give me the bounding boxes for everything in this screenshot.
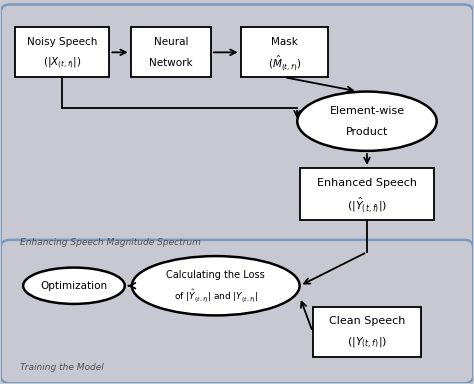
- Ellipse shape: [297, 91, 437, 151]
- FancyBboxPatch shape: [0, 5, 474, 261]
- FancyBboxPatch shape: [131, 28, 211, 77]
- Text: Product: Product: [346, 127, 388, 137]
- Ellipse shape: [23, 268, 125, 304]
- Ellipse shape: [132, 256, 300, 315]
- Text: Optimization: Optimization: [40, 281, 108, 291]
- FancyBboxPatch shape: [313, 307, 421, 356]
- Text: Clean Speech: Clean Speech: [329, 316, 405, 326]
- Text: Noisy Speech: Noisy Speech: [27, 36, 97, 46]
- FancyBboxPatch shape: [0, 240, 474, 383]
- Text: $(|Y_{(t,f)}|)$: $(|Y_{(t,f)}|)$: [347, 335, 387, 349]
- Text: of $|\hat{Y}_{(t,f)}|$ and $|Y_{(t,f)}|$: of $|\hat{Y}_{(t,f)}|$ and $|Y_{(t,f)}|$: [173, 288, 258, 305]
- Text: Training the Model: Training the Model: [19, 363, 103, 372]
- Text: Network: Network: [149, 58, 192, 68]
- Text: $(|X_{(t,f)}|)$: $(|X_{(t,f)}|)$: [43, 55, 82, 71]
- Text: Enhanced Speech: Enhanced Speech: [317, 178, 417, 188]
- Text: Enhancing Speech Magnitude Spectrum: Enhancing Speech Magnitude Spectrum: [19, 238, 201, 247]
- FancyBboxPatch shape: [240, 28, 328, 77]
- Text: Mask: Mask: [271, 36, 298, 46]
- Text: $(\hat{M}_{(t,f)})$: $(\hat{M}_{(t,f)})$: [268, 53, 301, 73]
- Text: Calculating the Loss: Calculating the Loss: [166, 270, 265, 280]
- FancyBboxPatch shape: [15, 28, 109, 77]
- Text: Element-wise: Element-wise: [329, 106, 404, 116]
- Text: Neural: Neural: [154, 36, 188, 46]
- Text: $(|\hat{Y}_{(t,f)}|)$: $(|\hat{Y}_{(t,f)}|)$: [347, 195, 387, 214]
- FancyBboxPatch shape: [300, 168, 434, 220]
